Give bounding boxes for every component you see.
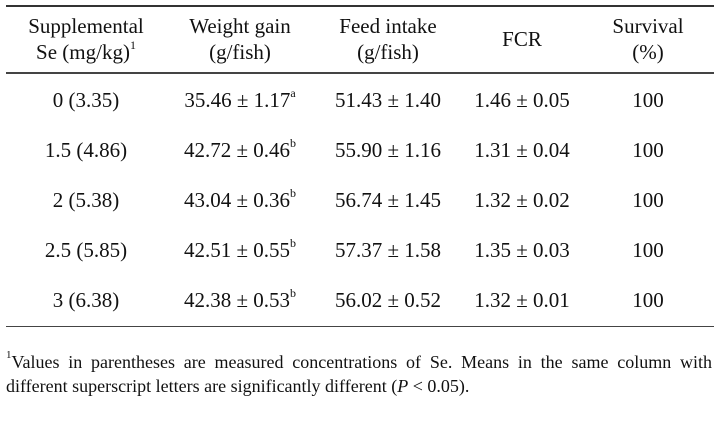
header-line2: (g/fish) [209,40,271,64]
cell-weight-gain: 42.38 ± 0.53b [166,276,314,326]
header-fcr: FCR [462,7,582,72]
cell-survival: 100 [632,238,664,262]
cell-weight-gain: 35.46 ± 1.17a [166,74,314,126]
header-line2: (g/fish) [357,40,419,64]
header-feed-intake: Feed intake (g/fish) [314,7,462,72]
cell-supplemental-se: 2.5 (5.85) [44,238,128,262]
weight-gain-value: 42.72 ± 0.46 [183,138,291,162]
weight-gain-value: 43.04 ± 0.36 [183,188,291,212]
cell-fcr: 1.31 ± 0.04 [474,138,570,162]
table-header: Supplemental Se (mg/kg)1 Weight gain (g/… [6,7,714,72]
cell-feed-intake: 55.90 ± 1.16 [334,138,442,162]
weight-gain-value: 42.38 ± 0.53 [183,288,291,312]
cell-fcr: 1.35 ± 0.03 [474,238,570,262]
cell-feed-intake: 56.02 ± 0.52 [334,288,442,312]
footnote-p-symbol: P [397,376,409,396]
cell-supplemental-se: 1.5 (4.86) [44,138,128,162]
results-table-body: 0 (3.35) 35.46 ± 1.17a 51.43 ± 1.40 1.46 ± … [6,74,714,326]
header-supplemental-se: Supplemental Se (mg/kg)1 [6,7,166,72]
significance-letter: b [290,186,297,200]
cell-feed-intake: 51.43 ± 1.40 [334,88,442,112]
cell-weight-gain: 43.04 ± 0.36b [166,176,314,226]
table-row: 2.5 (5.85) 42.51 ± 0.55b 57.37 ± 1.58 1.35 … [6,226,714,276]
table-row: 1.5 (4.86) 42.72 ± 0.46b 55.90 ± 1.16 1.31 … [6,126,714,176]
header-weight-gain: Weight gain (g/fish) [166,7,314,72]
table-row: 3 (6.38) 42.38 ± 0.53b 56.02 ± 0.52 1.32 ± … [6,276,714,326]
header-line2: (%) [632,40,664,64]
header-line1: FCR [502,27,542,51]
header-superscript: 1 [129,38,136,52]
table-footnote: 1Values in parentheses are measured conc… [6,350,712,398]
header-line1: Survival [612,14,684,38]
weight-gain-value: 35.46 ± 1.17 [184,88,291,112]
footnote-text: Values in parentheses are measured conce… [6,352,712,396]
cell-fcr: 1.32 ± 0.02 [474,188,570,212]
header-line1: Supplemental [28,14,144,38]
header-line2: Se (mg/kg)1 [36,38,136,64]
cell-fcr: 1.46 ± 0.05 [474,88,570,112]
top-rule [6,5,714,7]
cell-feed-intake: 56.74 ± 1.45 [334,188,442,212]
weight-gain-value: 42.51 ± 0.55 [183,238,291,262]
results-table: Supplemental Se (mg/kg)1 Weight gain (g/… [6,7,714,72]
significance-letter: a [290,86,296,100]
bottom-rule [6,325,714,327]
cell-weight-gain: 42.72 ± 0.46b [166,126,314,176]
cell-supplemental-se: 2 (5.38) [52,188,120,212]
cell-supplemental-se: 3 (6.38) [52,288,120,312]
significance-letter: b [290,286,297,300]
header-rule [6,72,714,74]
results-table-container: Supplemental Se (mg/kg)1 Weight gain (g/… [6,5,714,327]
cell-weight-gain: 42.51 ± 0.55b [166,226,314,276]
cell-survival: 100 [632,288,664,312]
cell-supplemental-se: 0 (3.35) [52,88,120,112]
cell-feed-intake: 57.37 ± 1.58 [334,238,442,262]
significance-letter: b [290,236,297,250]
header-line1: Weight gain [189,14,291,38]
cell-survival: 100 [632,138,664,162]
table-row: 2 (5.38) 43.04 ± 0.36b 56.74 ± 1.45 1.32 ± … [6,176,714,226]
header-survival: Survival (%) [582,7,714,72]
header-line1: Feed intake [339,14,437,38]
cell-survival: 100 [632,188,664,212]
footnote-text-end: < 0.05). [408,376,470,396]
significance-letter: b [290,136,297,150]
table-row: 0 (3.35) 35.46 ± 1.17a 51.43 ± 1.40 1.46 ± … [6,74,714,126]
cell-fcr: 1.32 ± 0.01 [474,288,570,312]
table-body: 0 (3.35) 35.46 ± 1.17a 51.43 ± 1.40 1.46 ± … [6,74,714,326]
footnote-marker: 1 [6,349,12,361]
cell-survival: 100 [632,88,664,112]
